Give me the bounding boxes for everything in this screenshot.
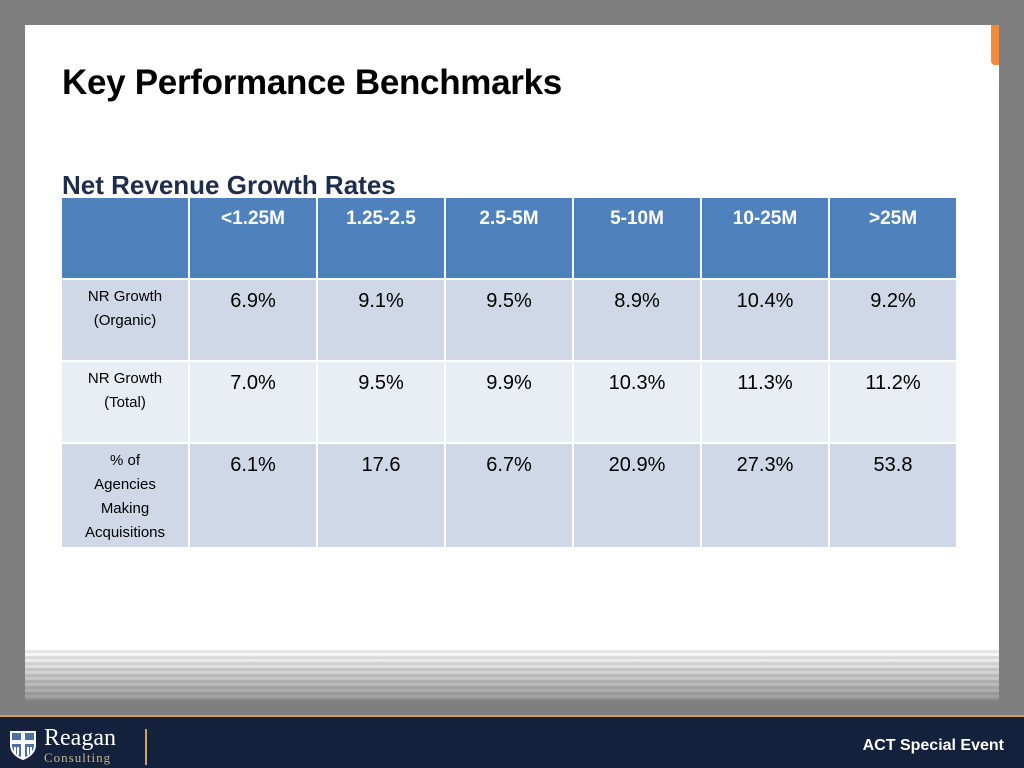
header-cell: 10-25M bbox=[700, 196, 830, 280]
row-label-line: % of bbox=[109, 452, 140, 469]
company-logo: Reagan Consulting bbox=[8, 725, 116, 765]
row-label: NR Growth (Total) bbox=[60, 360, 190, 444]
table-cell: 8.9% bbox=[572, 278, 702, 362]
row-label-line: NR Growth bbox=[87, 370, 163, 387]
header-cell: <1.25M bbox=[188, 196, 318, 280]
footer-bar: Reagan Consulting ACT Special Event bbox=[0, 715, 1024, 768]
row-label: % of Agencies Making Acquisitions bbox=[60, 442, 190, 549]
table-row: NR Growth (Total) 7.0% 9.5% 9.9% 10.3% 1… bbox=[60, 360, 958, 444]
table-cell: 11.2% bbox=[828, 360, 958, 444]
logo-name: Reagan bbox=[44, 725, 116, 751]
header-cell-blank bbox=[60, 196, 190, 280]
row-label-line: (Total) bbox=[104, 394, 146, 411]
shield-icon bbox=[10, 731, 36, 760]
slide-title: Key Performance Benchmarks bbox=[62, 63, 562, 102]
table-cell: 9.5% bbox=[444, 278, 574, 362]
header-cell: 5-10M bbox=[572, 196, 702, 280]
table-cell: 9.2% bbox=[828, 278, 958, 362]
row-label-line: NR Growth bbox=[87, 288, 163, 305]
slide-bottom-gradient bbox=[25, 650, 999, 700]
header-cell: 2.5-5M bbox=[444, 196, 574, 280]
row-label-line: (Organic) bbox=[93, 312, 157, 329]
table-cell: 10.4% bbox=[700, 278, 830, 362]
table-cell: 6.7% bbox=[444, 442, 574, 549]
table-cell: 7.0% bbox=[188, 360, 318, 444]
table-cell: 17.6 bbox=[316, 442, 446, 549]
header-cell: >25M bbox=[828, 196, 958, 280]
slide-subtitle: Net Revenue Growth Rates bbox=[62, 170, 396, 200]
row-label-line: Agencies bbox=[94, 476, 156, 493]
logo-subtitle: Consulting bbox=[44, 750, 112, 765]
table-cell: 9.1% bbox=[316, 278, 446, 362]
page-number-tab: 3 bbox=[989, 25, 999, 67]
table-cell: 9.9% bbox=[444, 360, 574, 444]
table-header-row: <1.25M 1.25-2.5 2.5-5M 5-10M 10-25M >25M bbox=[60, 196, 958, 280]
table-cell: 9.5% bbox=[316, 360, 446, 444]
event-name: ACT Special Event bbox=[862, 737, 1004, 754]
table-cell: 53.8 bbox=[828, 442, 958, 549]
benchmark-table: <1.25M 1.25-2.5 2.5-5M 5-10M 10-25M >25M… bbox=[60, 196, 958, 549]
table-row: NR Growth (Organic) 6.9% 9.1% 9.5% 8.9% … bbox=[60, 278, 958, 362]
header-cell: 1.25-2.5 bbox=[316, 196, 446, 280]
table-cell: 20.9% bbox=[572, 442, 702, 549]
table-cell: 6.9% bbox=[188, 278, 318, 362]
table-cell: 10.3% bbox=[572, 360, 702, 444]
table-cell: 11.3% bbox=[700, 360, 830, 444]
table-cell: 6.1% bbox=[188, 442, 318, 549]
table-row: % of Agencies Making Acquisitions 6.1% 1… bbox=[60, 442, 958, 549]
row-label-line: Making bbox=[100, 500, 150, 517]
logo-divider bbox=[145, 729, 147, 765]
row-label: NR Growth (Organic) bbox=[60, 278, 190, 362]
row-label-line: Acquisitions bbox=[84, 524, 166, 541]
table-cell: 27.3% bbox=[700, 442, 830, 549]
